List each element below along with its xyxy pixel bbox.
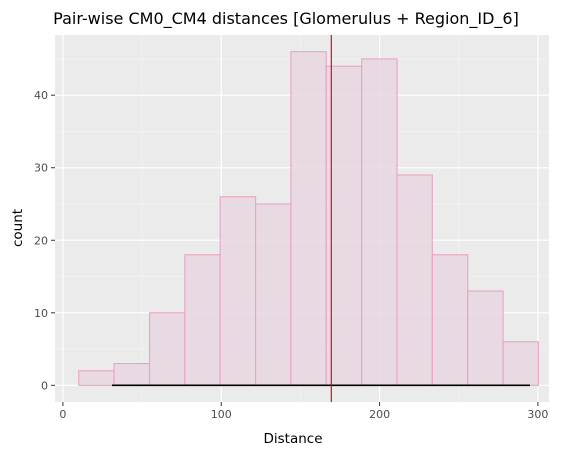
x-tick-label: 200 [369, 408, 390, 421]
chart-title: Pair-wise CM0_CM4 distances [Glomerulus … [53, 9, 519, 29]
x-axis-label: Distance [263, 431, 322, 447]
x-tick-label: 300 [527, 408, 548, 421]
histogram-bar [148, 312, 186, 386]
histogram-bar [502, 341, 539, 386]
histogram-bar [325, 65, 363, 386]
y-axis-label: count [10, 209, 26, 247]
histogram-bar [361, 58, 398, 386]
histogram-bar [78, 370, 115, 386]
histogram-bar [113, 363, 151, 386]
histogram-bar [184, 254, 221, 386]
x-tick-label: 0 [59, 408, 66, 421]
histogram-bar [467, 290, 504, 386]
y-tick-label: 10 [34, 307, 48, 320]
histogram-bar [396, 174, 433, 386]
y-tick-label: 40 [34, 89, 48, 102]
histogram-bar [255, 203, 292, 386]
histogram-bar [219, 196, 257, 386]
y-tick-label: 30 [34, 162, 48, 175]
y-tick-label: 0 [41, 379, 48, 392]
histogram-bar [290, 51, 327, 386]
overlays [112, 35, 530, 402]
histogram-bar [431, 254, 469, 386]
y-tick-label: 20 [34, 234, 48, 247]
x-tick-label: 100 [211, 408, 232, 421]
axis-ticks: 0 100 200 300 0 10 20 30 40 [34, 89, 548, 421]
